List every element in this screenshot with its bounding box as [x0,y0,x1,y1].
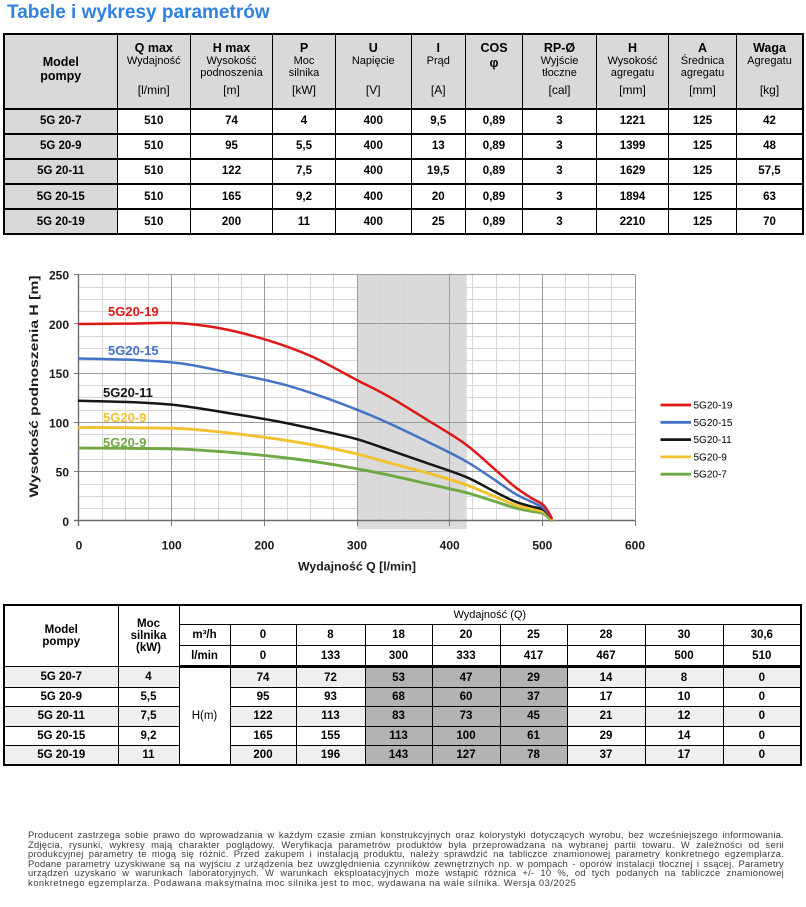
svg-text:5G20-15: 5G20-15 [694,418,733,429]
svg-text:250: 250 [49,269,69,283]
svg-text:5G20-19: 5G20-19 [694,401,733,412]
svg-text:50: 50 [56,466,70,480]
svg-text:150: 150 [49,367,69,381]
svg-text:300: 300 [347,538,367,552]
svg-text:600: 600 [625,538,645,552]
svg-text:400: 400 [440,538,460,552]
svg-text:0: 0 [62,515,69,529]
svg-text:5G20-15: 5G20-15 [108,343,159,358]
svg-text:100: 100 [49,416,69,430]
svg-text:5G20-9: 5G20-9 [694,452,728,463]
svg-text:Wysokość podnoszenia H [m]: Wysokość podnoszenia H [m] [27,276,41,498]
svg-text:200: 200 [254,538,274,552]
svg-text:5G20-9: 5G20-9 [103,410,146,425]
svg-text:5G20-11: 5G20-11 [103,385,153,400]
svg-text:5G20-9: 5G20-9 [103,435,146,450]
svg-text:200: 200 [49,318,69,332]
svg-text:500: 500 [532,538,552,552]
svg-text:100: 100 [162,538,182,552]
svg-text:5G20-7: 5G20-7 [694,470,728,481]
svg-text:Wydajność Q [l/min]: Wydajność Q [l/min] [298,560,416,574]
svg-text:5G20-11: 5G20-11 [694,435,733,446]
svg-text:5G20-19: 5G20-19 [108,304,159,319]
svg-text:0: 0 [76,538,83,552]
